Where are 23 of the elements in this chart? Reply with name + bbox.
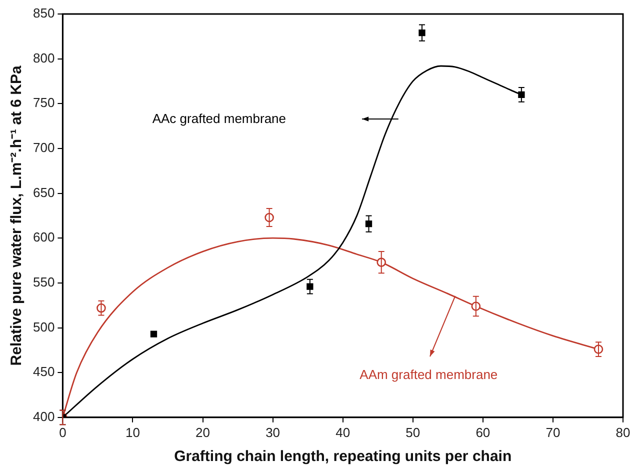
x-tick-label: 30 [266,424,280,440]
y-tick-label: 400 [32,408,55,424]
y-tick-label: 650 [32,184,55,200]
annotation: AAc grafted membrane [152,110,286,126]
x-tick-label: 10 [125,424,140,440]
x-axis-title: Grafting chain length, repeating units per chain [174,448,512,466]
y-tick-label: 800 [32,50,55,66]
x-tick-label: 80 [616,424,630,440]
y-tick-label: 700 [32,140,55,156]
y-tick-label: 600 [32,230,55,245]
y-tick-label: 450 [32,364,55,380]
x-tick-label: 20 [196,424,210,440]
y-tick-label: 850 [32,6,55,21]
x-tick-label: 50 [406,424,420,440]
x-tick-label: 0 [59,424,66,440]
x-tick-label: 60 [476,424,490,440]
x-tick-label: 70 [546,424,560,440]
y-tick-label: 750 [32,95,55,110]
y-tick-label: 500 [32,319,55,334]
annotation: AAm grafted membrane [360,367,498,382]
y-axis-title: Relative pure water flux, L.m⁻².h⁻¹ at 6 KPa [8,65,26,366]
y-tick-label: 550 [32,274,55,290]
x-tick-label: 40 [336,424,350,440]
